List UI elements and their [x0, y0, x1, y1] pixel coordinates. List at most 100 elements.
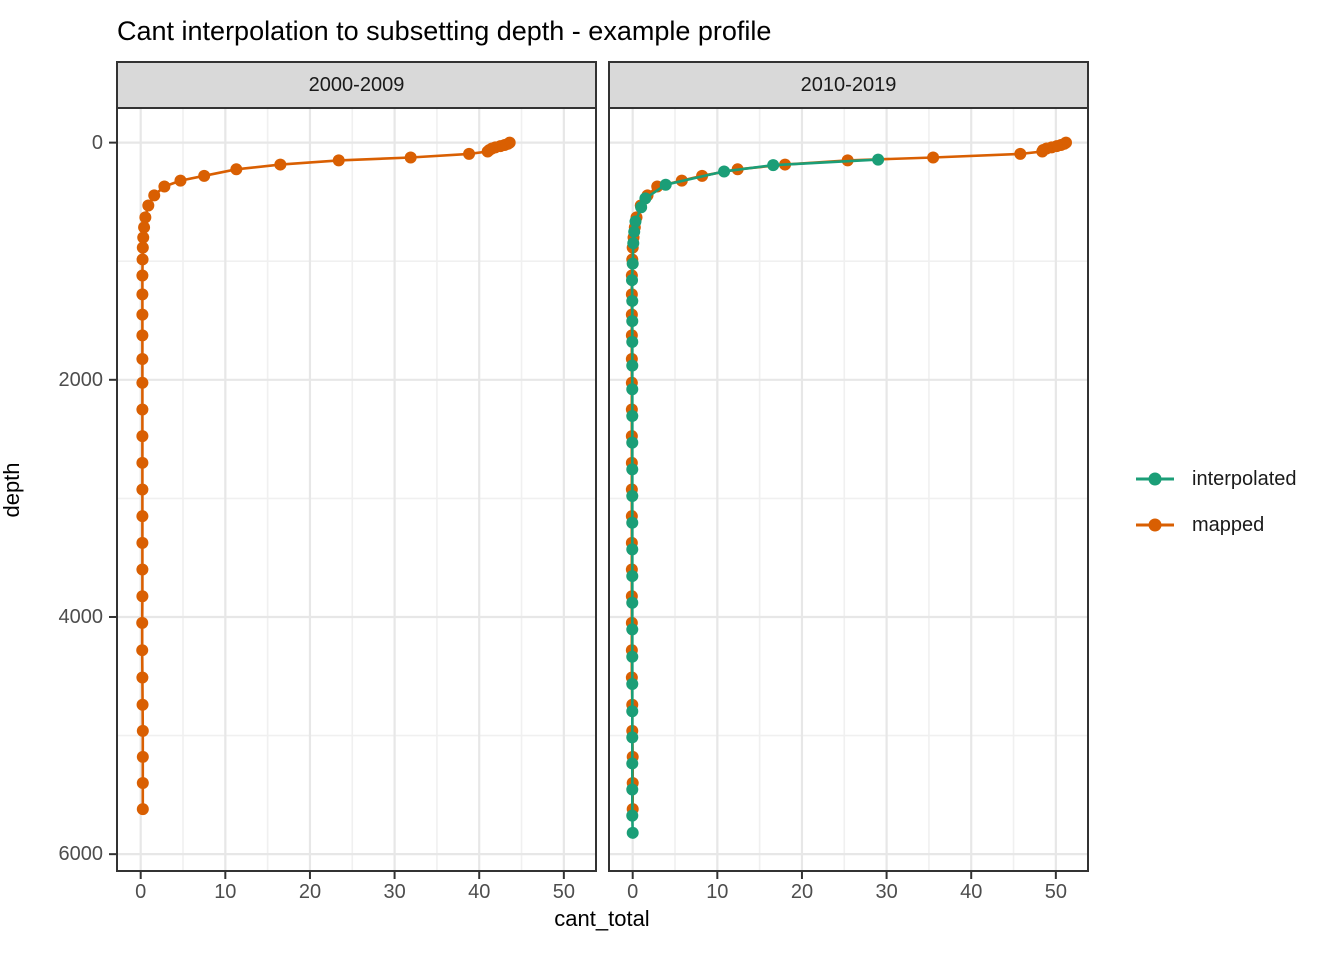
legend-label: interpolated [1192, 467, 1297, 490]
x-tick-label: 20 [790, 881, 814, 903]
data-point-interpolated [629, 215, 642, 228]
data-point-mapped [1036, 145, 1049, 158]
data-point-interpolated [628, 225, 641, 238]
x-tick-label: 20 [298, 881, 322, 903]
data-point-interpolated [626, 315, 639, 328]
data-point-mapped [230, 163, 243, 176]
data-point-interpolated [626, 274, 639, 287]
data-point-mapped [136, 803, 149, 816]
data-point-interpolated [626, 731, 639, 744]
data-point-interpolated [767, 159, 780, 172]
data-point-mapped [136, 430, 149, 443]
y-tick-label: 4000 [58, 605, 104, 628]
data-point-mapped [174, 174, 187, 187]
x-tick-label: 40 [960, 881, 983, 903]
data-point-interpolated [626, 383, 639, 396]
data-point-mapped [136, 750, 149, 763]
x-tick-label: 30 [383, 881, 406, 903]
data-point-mapped [136, 698, 149, 711]
data-point-mapped [136, 644, 149, 657]
data-point-interpolated [872, 153, 885, 166]
data-point-mapped [481, 145, 494, 158]
data-point-mapped [404, 151, 417, 164]
data-point-mapped [136, 253, 149, 266]
data-point-mapped [137, 231, 150, 244]
data-point-mapped [158, 180, 171, 193]
data-point-mapped [139, 211, 152, 224]
data-point-mapped [136, 777, 149, 790]
data-point-mapped [274, 158, 287, 171]
data-point-interpolated [626, 516, 639, 529]
data-point-interpolated [626, 809, 639, 822]
data-point-mapped [136, 456, 149, 469]
data-point-interpolated [626, 826, 639, 839]
x-tick-label: 10 [214, 881, 237, 903]
x-tick-label: 10 [706, 881, 729, 903]
legend-label: mapped [1192, 513, 1265, 536]
data-point-mapped [136, 510, 149, 523]
x-tick-label: 50 [1044, 881, 1067, 903]
data-point-interpolated [626, 409, 639, 422]
data-point-mapped [136, 376, 149, 389]
facet-strip [608, 61, 1089, 109]
data-point-mapped [927, 151, 940, 164]
data-point-interpolated [626, 436, 639, 449]
panel-background [117, 108, 596, 871]
legend-key-interpolated [1136, 472, 1174, 486]
data-point-interpolated [626, 257, 639, 270]
x-tick-label: 40 [468, 881, 491, 903]
x-axis-title: cant_total [554, 906, 650, 931]
data-point-mapped [198, 169, 211, 182]
data-point-interpolated [626, 543, 639, 556]
y-tick-label: 6000 [58, 843, 104, 866]
data-point-interpolated [626, 335, 639, 348]
data-point-interpolated [659, 178, 672, 191]
plot-title: Cant interpolation to subsetting depth -… [117, 16, 772, 46]
data-point-mapped [136, 403, 149, 416]
data-point-interpolated [626, 570, 639, 583]
data-point-mapped [148, 189, 161, 202]
data-point-interpolated [626, 623, 639, 636]
data-point-interpolated [635, 201, 648, 214]
data-point-mapped [332, 154, 345, 167]
data-point-interpolated [718, 165, 731, 178]
data-point-mapped [1014, 147, 1027, 160]
data-point-interpolated [626, 294, 639, 307]
data-point-interpolated [626, 757, 639, 770]
data-point-interpolated [626, 705, 639, 718]
facet-strip [116, 61, 597, 109]
y-tick-label: 2000 [58, 368, 104, 391]
data-point-interpolated [626, 596, 639, 609]
data-point-interpolated [626, 677, 639, 690]
data-point-mapped [136, 241, 149, 254]
data-point-interpolated [626, 490, 639, 503]
panel-background [609, 108, 1088, 871]
legend-entry-mapped: mapped [1134, 512, 1297, 538]
y-tick-label: 0 [91, 131, 103, 154]
data-point-mapped [463, 147, 476, 160]
data-point-mapped [136, 308, 149, 321]
legend-entry-interpolated: interpolated [1134, 466, 1297, 492]
legend-key-mapped [1136, 518, 1174, 532]
facet-strip-label-2000-2009: 2000-2009 [308, 73, 405, 96]
facet-strip-label-2010-2019: 2010-2019 [800, 73, 897, 96]
x-tick-label: 30 [875, 881, 898, 903]
data-point-mapped [136, 616, 149, 629]
legend: interpolated mapped [1134, 466, 1297, 538]
x-tick-label: 50 [552, 881, 575, 903]
data-point-mapped [136, 353, 149, 366]
data-point-mapped [136, 483, 149, 496]
data-point-interpolated [626, 783, 639, 796]
data-point-mapped [136, 563, 149, 576]
y-axis-title: depth [0, 462, 24, 518]
x-tick-label: 0 [135, 881, 147, 903]
data-point-mapped [138, 221, 151, 234]
data-point-mapped [136, 269, 149, 282]
data-point-mapped [136, 536, 149, 549]
data-point-mapped [136, 590, 149, 603]
data-point-mapped [136, 288, 149, 301]
data-point-interpolated [626, 463, 639, 476]
data-point-mapped [136, 671, 149, 684]
